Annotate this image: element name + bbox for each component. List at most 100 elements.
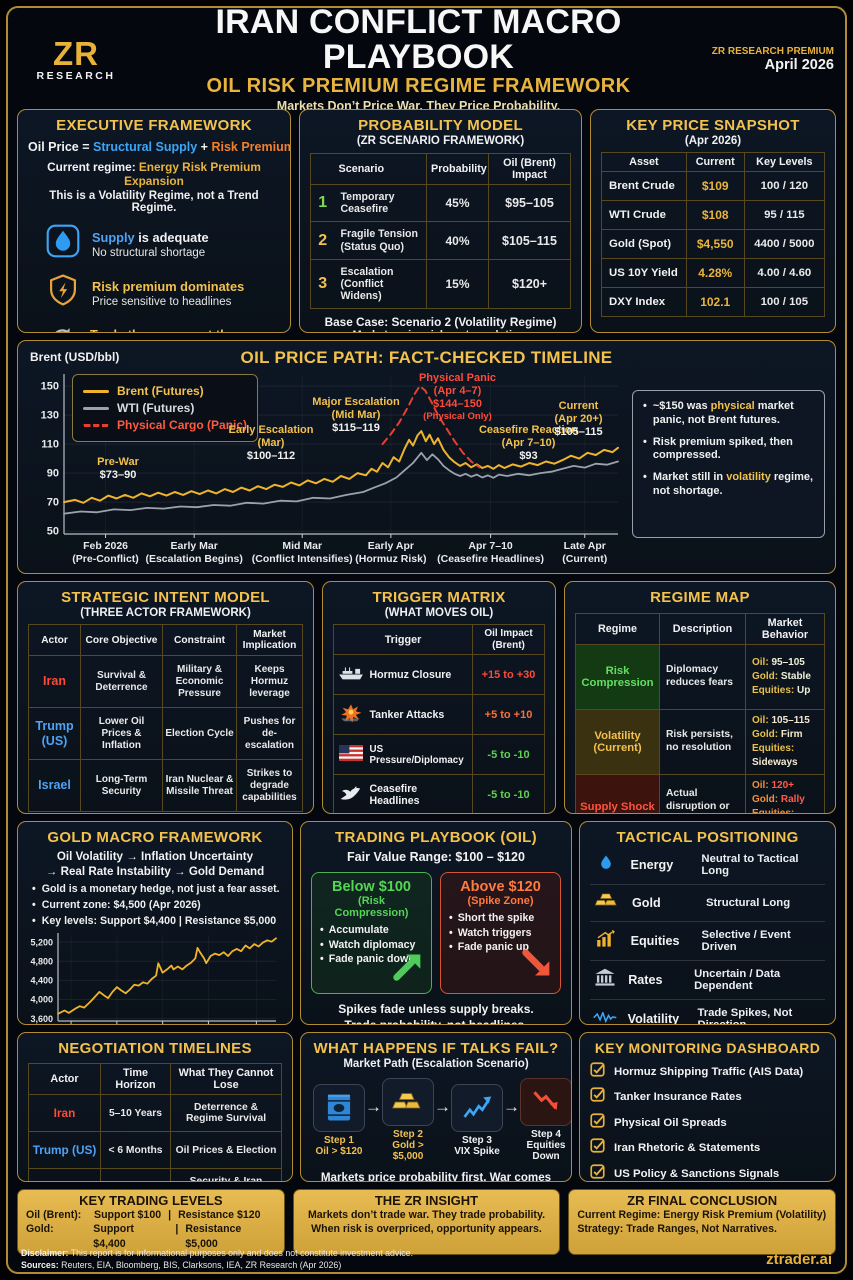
behavior-key: Oil: [752,715,769,726]
tactical-label: Gold [632,895,661,910]
annotation-line: Ceasefire Reaction [478,424,579,436]
svg-text:Early Apr: Early Apr [368,540,414,552]
actor-objective: Long-Term Security [80,759,163,812]
scenario-impact: $95–105 [488,183,571,223]
gold-bullets: • Gold is a monetary hedge, not just a fe… [28,883,282,928]
svg-text:50: 50 [47,525,59,537]
scenario-prob: 45% [426,183,489,223]
playbook-footer: Spikes fade unless supply breaks. Trade … [311,1002,561,1024]
gold-bars-icon [382,1078,434,1126]
step-gold: Step 2 Gold > $5,000 [382,1078,434,1162]
step-number: Step 4 [530,1129,561,1140]
box-title: ZR FINAL CONCLUSION [627,1193,778,1208]
col-implication: Market Implication [236,624,303,656]
explosion-icon [333,694,368,735]
level-asset: Oil (Brent): [26,1209,82,1221]
annotation-line: Early Escalation [228,424,314,436]
tactical-label: Energy [630,858,674,872]
gold-flow-line1: Oil Volatility → Inflation Uncertainty [56,850,254,863]
col-impact: Oil Impact (Brent) [472,624,545,655]
physical-line-swatch [83,423,109,427]
formula-supply: Structural Supply [92,140,198,154]
actor-name: Trump (US) [28,1131,101,1169]
note-pre: Market still in [652,471,727,483]
monitor-item-label: Physical Oil Spreads [614,1116,727,1129]
asset-current: $109 [685,171,745,201]
brand-link[interactable]: ztrader.ai [766,1251,832,1269]
trigger-impact: +5 to +10 [472,694,545,735]
legend-item: Brent (Futures) [83,384,247,398]
bullet-text: Fade panic up [457,941,529,953]
annotation-line: $105–115 [554,425,603,438]
behavior-value: Firm [780,729,803,740]
below-100-box: Below $100 (Risk Compression) • Accumulat… [311,872,432,994]
oil-price-formula: Oil Price = Structural Supply + Risk Pre… [28,140,290,154]
page-subtitle: OIL RISK PREMIUM REGIME FRAMEWORK [206,74,631,97]
regime-table: Regime Description Market Behavior Risk … [575,613,825,813]
key-trading-levels-box: KEY TRADING LEVELS Oil (Brent): Support … [17,1189,285,1255]
svg-text:3,600: 3,600 [30,1014,53,1024]
list-item: Physical Oil Spreads [590,1112,825,1133]
asset-name: Gold (Spot) [601,229,687,259]
table-row: Tanker Attacks +5 to +10 [333,694,545,735]
table-row: Volatility (Current) Risk persists, no r… [575,709,825,775]
behavior-line: Oil: 120+ [752,779,820,793]
asset-levels: 95 / 115 [743,200,826,230]
step-equities: Step 4 Equities Down [520,1078,571,1162]
checkbox-icon [590,1087,605,1107]
actor-objective: Lower Oil Prices & Inflation [80,707,163,760]
scenario-prob: 40% [426,221,489,260]
bullet-dot: • [320,938,324,951]
note-post: regime, not shortage. [652,471,814,497]
row-models: STRATEGIC INTENT MODEL (THREE ACTOR FRAM… [17,581,836,814]
annotation-line: $73–90 [99,468,137,481]
price-snapshot-table: Asset Current Key Levels Brent Crude $109… [601,152,826,317]
tactical-row-rates: Rates Uncertain / Data Dependent [590,961,825,1001]
strategic-table: Actor Core Objective Constraint Market I… [28,624,303,812]
regime-desc: Diplomacy reduces fears [659,644,746,710]
behavior-value: 120+ [771,780,794,791]
level-resistance: Resistance $5,000 [185,1223,242,1250]
conclusion-line2: Strategy: Trade Ranges, Not Narratives. [577,1223,777,1236]
col-probability: Probability [426,153,489,185]
fair-value-range: Fair Value Range: $100 – $120 [347,850,525,864]
actor-implication: Pushes for de-escalation [236,707,303,760]
monitoring-dashboard-panel: KEY MONITORING DASHBOARD Hormuz Shipping… [579,1032,836,1182]
level-row: Oil (Brent): Support $100 | Resistance $… [26,1208,276,1222]
table-row: Gold (Spot) $4,550 4400 / 5000 [601,229,826,259]
table-header-row: Regime Description Market Behavior [575,613,825,645]
actor-implication: Keeps Hormuz leverage [236,655,303,708]
bullet-text: Gold is a monetary hedge, not just a fea… [41,883,280,896]
annotation-major-escalation: Major Escalation (Mid Mar) $115–119 [276,396,436,435]
tactical-value: Structural Long [706,896,791,909]
annotation-line: (Apr 7–10) [501,436,556,449]
base-case-note: Markets price risk, not resolution. [310,329,571,332]
strategic-intent-panel: STRATEGIC INTENT MODEL (THREE ACTOR FRAM… [17,581,314,814]
scenario-number: 3 [310,258,335,310]
row-timelines: NEGOTIATION TIMELINES Actor Time Horizon… [17,1032,836,1182]
legend-item: WTI (Futures) [83,401,247,415]
step-label: Oil > $120 [315,1145,363,1157]
scenario-prob: 15% [426,258,489,310]
sources: Sources: Reuters, EIA, Bloomberg, BIS, C… [21,1260,413,1272]
bullet-dot: • [32,883,36,896]
regime-name: Supply Shock [580,801,655,813]
formula-plus: + [200,140,208,154]
actor-horizon: 10–20 Years [100,1168,171,1181]
svg-text:4,800: 4,800 [30,956,53,966]
actor-constraint: Election Cycle [162,707,237,760]
regime-note: This is a Volatility Regime, not a Trend… [49,190,259,214]
checkbox-icon [590,1112,605,1133]
annotation-early-escalation: Early Escalation (Mar) $100–112 [196,424,346,463]
behavior-line: Equities: Down [752,807,820,813]
header-meta: ZR RESEARCH PREMIUM April 2026 [702,46,836,73]
current-regime: Current regime: Energy Risk Premium Expa… [28,160,280,188]
table-header-row: Trigger Oil Impact (Brent) [333,624,545,655]
box-title: THE ZR INSIGHT [374,1193,479,1208]
volatility-wave-icon [592,1010,618,1024]
bullet-text: Current zone: $4,500 (Apr 2026) [41,898,201,911]
table-header-row: Actor Core Objective Constraint Market I… [28,624,303,656]
report-page: ZR RESEARCH IRAN CONFLICT MACRO PLAYBOOK… [6,5,847,1274]
box-heading: Below $100 [332,879,411,895]
